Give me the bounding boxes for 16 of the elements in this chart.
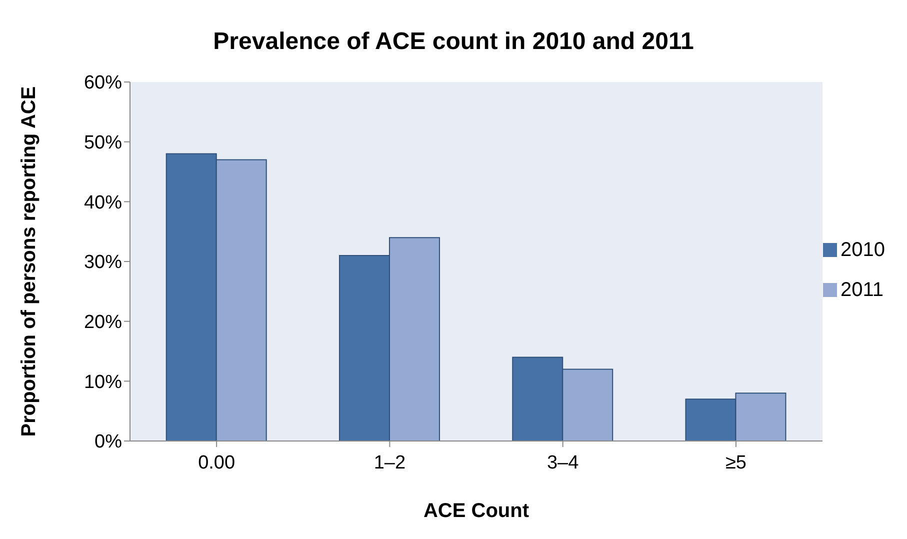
chart-title: Prevalence of ACE count in 2010 and 2011 bbox=[212, 28, 695, 56]
y-axis-title: Proportion of persons reporting ACE bbox=[18, 86, 40, 437]
x-tick-label: 1–2 bbox=[374, 452, 406, 474]
x-tick-label: 0.00 bbox=[198, 452, 236, 474]
y-tick-label: 60% bbox=[84, 72, 122, 94]
x-tick-label: 3–4 bbox=[546, 452, 580, 474]
y-tick-label: 20% bbox=[84, 312, 122, 334]
y-tick-label: 10% bbox=[84, 372, 122, 393]
legend-label: 2011 bbox=[840, 278, 884, 300]
y-tick-label: 30% bbox=[84, 252, 122, 274]
legend-label: 2010 bbox=[840, 238, 885, 260]
y-tick-label: 50% bbox=[84, 132, 122, 154]
y-tick-label: 0% bbox=[94, 432, 122, 453]
y-tick-label: 40% bbox=[84, 192, 122, 214]
x-axis-title: ACE Count bbox=[423, 500, 530, 522]
x-tick-label: ≥5 bbox=[725, 452, 746, 474]
